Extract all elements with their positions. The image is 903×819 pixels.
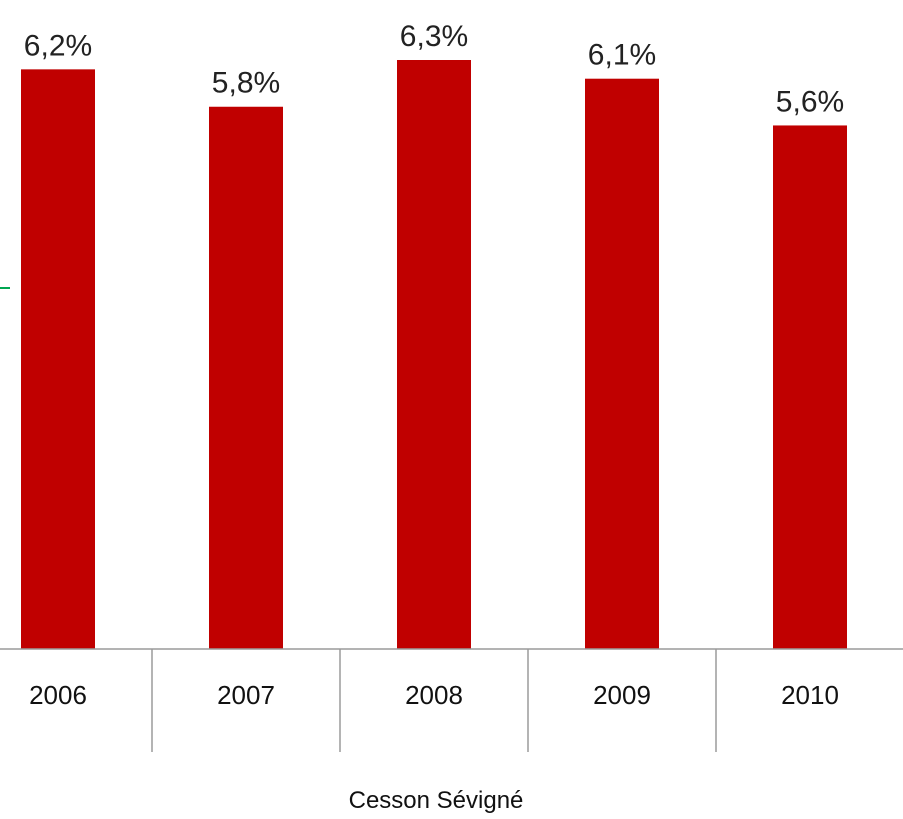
x-tick-label-2010: 2010 — [781, 680, 839, 710]
group-label: Cesson Sévigné — [349, 787, 524, 814]
x-tick-label-2006: 2006 — [29, 680, 87, 710]
bar-2006 — [21, 69, 95, 650]
value-label-2006: 6,2% — [24, 29, 92, 62]
x-tick-label-2009: 2009 — [593, 680, 651, 710]
bars-layer — [21, 60, 847, 650]
value-label-2009: 6,1% — [588, 39, 656, 72]
tick-labels-layer: 2006 2007 2008 2009 2010 — [29, 680, 839, 710]
value-label-2007: 5,8% — [212, 67, 280, 100]
bar-2010 — [773, 125, 847, 649]
value-labels-layer: 6,2% 5,8% 6,3% 6,1% 5,6% — [24, 20, 844, 118]
separators-layer — [151, 649, 717, 752]
bar-2008 — [397, 60, 471, 649]
x-tick-label-2007: 2007 — [217, 680, 275, 710]
x-tick-label-2008: 2008 — [405, 680, 463, 710]
value-label-2008: 6,3% — [400, 20, 468, 53]
value-label-2010: 5,6% — [776, 85, 844, 118]
bar-2007 — [209, 106, 283, 649]
bar-2009 — [585, 78, 659, 649]
